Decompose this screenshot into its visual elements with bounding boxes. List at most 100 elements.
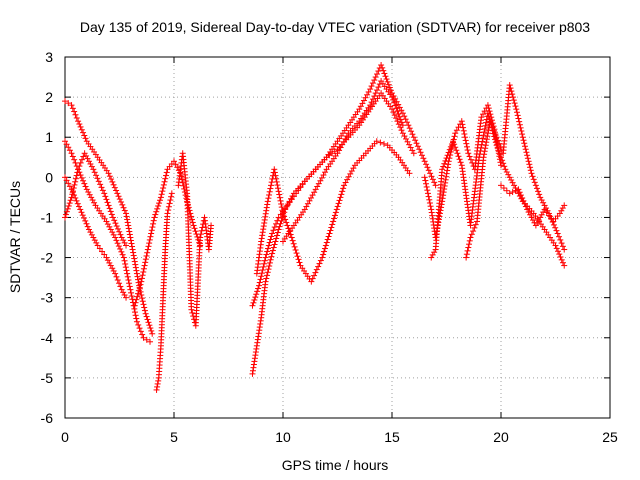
data-point <box>121 207 128 214</box>
data-point <box>198 227 205 234</box>
data-point <box>512 187 519 194</box>
data-point <box>442 157 449 164</box>
data-point <box>327 227 334 234</box>
data-point <box>117 245 124 252</box>
data-point <box>343 133 350 140</box>
data-point <box>426 196 433 203</box>
data-point <box>515 115 522 122</box>
data-point <box>373 138 380 145</box>
data-point <box>525 209 532 216</box>
data-point <box>408 128 415 135</box>
data-point <box>281 213 288 220</box>
data-point <box>124 219 131 226</box>
data-point <box>439 195 446 202</box>
data-point <box>410 134 417 141</box>
data-point <box>116 280 123 287</box>
data-point <box>133 270 140 277</box>
data-point <box>336 197 343 204</box>
data-point <box>392 102 399 109</box>
data-point <box>371 77 378 84</box>
data-point <box>470 228 477 235</box>
data-point <box>421 174 428 181</box>
data-point <box>524 152 531 159</box>
y-tick-label: 2 <box>45 89 53 105</box>
data-point <box>64 205 71 212</box>
data-point <box>401 133 408 140</box>
data-point <box>330 218 337 225</box>
data-point <box>115 243 122 250</box>
data-point <box>404 138 411 145</box>
data-point <box>286 199 293 206</box>
data-point <box>425 193 432 200</box>
data-point <box>133 315 140 322</box>
data-point <box>146 240 153 247</box>
data-point <box>147 338 154 345</box>
data-point <box>107 262 114 269</box>
data-point <box>460 124 467 131</box>
data-point <box>116 196 123 203</box>
data-point <box>517 124 524 131</box>
x-tick-label: 0 <box>61 429 69 445</box>
data-point <box>127 237 134 244</box>
data-point <box>397 116 404 123</box>
data-point <box>259 232 266 239</box>
data-point <box>76 163 83 170</box>
data-point <box>120 204 127 211</box>
data-point <box>82 183 89 190</box>
data-point <box>429 176 436 183</box>
data-point <box>208 222 215 229</box>
data-point <box>146 322 153 329</box>
x-tick-labels: 0 5 10 15 20 25 <box>61 429 618 445</box>
data-point <box>319 254 326 261</box>
data-point <box>322 242 329 249</box>
data-point <box>466 237 473 244</box>
data-point <box>510 97 517 104</box>
data-point <box>116 228 123 235</box>
data-point <box>372 90 379 97</box>
data-point <box>387 87 394 94</box>
data-point <box>133 296 140 303</box>
data-point <box>91 237 98 244</box>
data-point <box>472 221 479 228</box>
data-point <box>269 250 276 257</box>
data-point <box>456 156 463 163</box>
data-point <box>384 78 391 85</box>
data-point <box>452 130 459 137</box>
data-point <box>484 133 491 140</box>
data-point <box>131 258 138 265</box>
data-point <box>427 170 434 177</box>
data-point <box>538 197 545 204</box>
data-point <box>171 158 177 165</box>
data-point <box>521 140 528 147</box>
y-tick-label: 3 <box>45 49 53 65</box>
data-point <box>529 173 536 180</box>
data-point <box>482 142 489 149</box>
data-point <box>441 182 448 189</box>
data-point <box>144 246 151 253</box>
data-point <box>336 147 343 154</box>
data-point <box>255 285 262 292</box>
data-point <box>445 161 452 168</box>
data-point <box>517 192 524 199</box>
data-point <box>268 253 275 260</box>
data-point <box>522 146 529 153</box>
data-point <box>488 121 495 128</box>
data-point <box>431 249 438 256</box>
data-point <box>105 170 112 177</box>
data-point <box>168 193 175 200</box>
data-point <box>313 266 320 273</box>
data-point <box>316 260 323 267</box>
data-point <box>463 254 470 261</box>
data-point <box>73 172 80 179</box>
data-point <box>455 153 462 160</box>
data-point <box>507 85 514 92</box>
grid-lines <box>65 57 610 418</box>
data-point <box>88 163 95 170</box>
data-point <box>315 180 322 187</box>
data-point <box>86 191 93 198</box>
data-point <box>77 159 84 166</box>
data-point <box>379 64 386 71</box>
data-point <box>537 214 544 221</box>
data-point <box>131 309 138 316</box>
data-point <box>530 176 537 183</box>
